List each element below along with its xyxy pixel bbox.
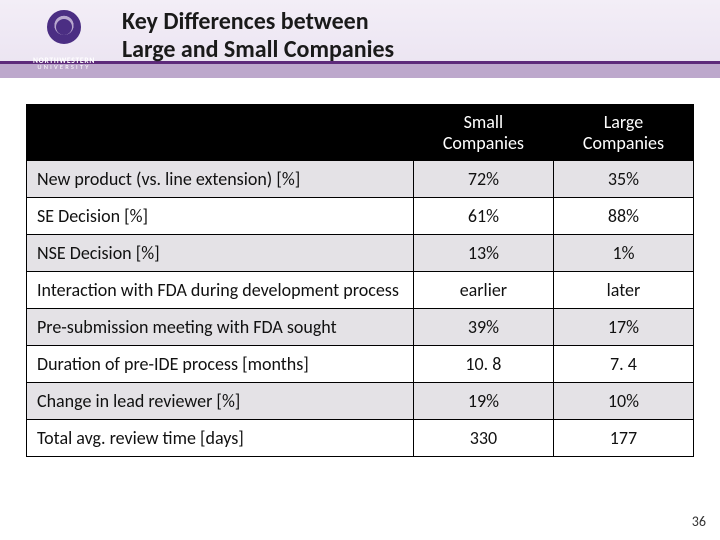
row-large: 177 [553, 420, 693, 457]
row-small: 10. 8 [413, 346, 553, 383]
row-label: NSE Decision [%] [27, 235, 414, 272]
table-row: NSE Decision [%] 13% 1% [27, 235, 694, 272]
row-small: 13% [413, 235, 553, 272]
table-row: Total avg. review time [days] 330 177 [27, 420, 694, 457]
row-label: SE Decision [%] [27, 198, 414, 235]
university-seal-icon [47, 10, 81, 44]
logo-wordmark: NORTHWESTERN UNIVERSITY [12, 54, 116, 71]
row-small: 19% [413, 383, 553, 420]
row-label: Change in lead reviewer [%] [27, 383, 414, 420]
table-row: New product (vs. line extension) [%] 72%… [27, 161, 694, 198]
row-large: 10% [553, 383, 693, 420]
row-large: 17% [553, 309, 693, 346]
row-label: New product (vs. line extension) [%] [27, 161, 414, 198]
row-large: 1% [553, 235, 693, 272]
title-line-2: Large and Small Companies [122, 35, 394, 64]
table-body: New product (vs. line extension) [%] 72%… [27, 161, 694, 457]
table-row: Change in lead reviewer [%] 19% 10% [27, 383, 694, 420]
table-row: SE Decision [%] 61% 88% [27, 198, 694, 235]
row-label: Interaction with FDA during development … [27, 272, 414, 309]
table-header-row: Small Companies Large Companies [27, 105, 694, 161]
row-small: 39% [413, 309, 553, 346]
row-large: later [553, 272, 693, 309]
wordmark-top: NORTHWESTERN [16, 57, 112, 65]
table-row: Duration of pre-IDE process [months] 10.… [27, 346, 694, 383]
title-line-1: Key Differences between [122, 7, 369, 36]
row-large: 7. 4 [553, 346, 693, 383]
col-header-blank [27, 105, 414, 161]
col-header-large: Large Companies [553, 105, 693, 161]
row-large: 35% [553, 161, 693, 198]
row-label: Total avg. review time [days] [27, 420, 414, 457]
page-number: 36 [692, 513, 706, 530]
row-small: 61% [413, 198, 553, 235]
comparison-table-wrap: Small Companies Large Companies New prod… [0, 78, 720, 457]
row-small: 330 [413, 420, 553, 457]
table-row: Pre-submission meeting with FDA sought 3… [27, 309, 694, 346]
comparison-table: Small Companies Large Companies New prod… [26, 104, 694, 457]
slide-title: Key Differences between Large and Small … [122, 8, 394, 65]
table-row: Interaction with FDA during development … [27, 272, 694, 309]
row-label: Pre-submission meeting with FDA sought [27, 309, 414, 346]
col-header-small: Small Companies [413, 105, 553, 161]
row-label: Duration of pre-IDE process [months] [27, 346, 414, 383]
row-small: earlier [413, 272, 553, 309]
logo-block [12, 10, 116, 44]
slide: Key Differences between Large and Small … [0, 0, 720, 540]
row-large: 88% [553, 198, 693, 235]
row-small: 72% [413, 161, 553, 198]
